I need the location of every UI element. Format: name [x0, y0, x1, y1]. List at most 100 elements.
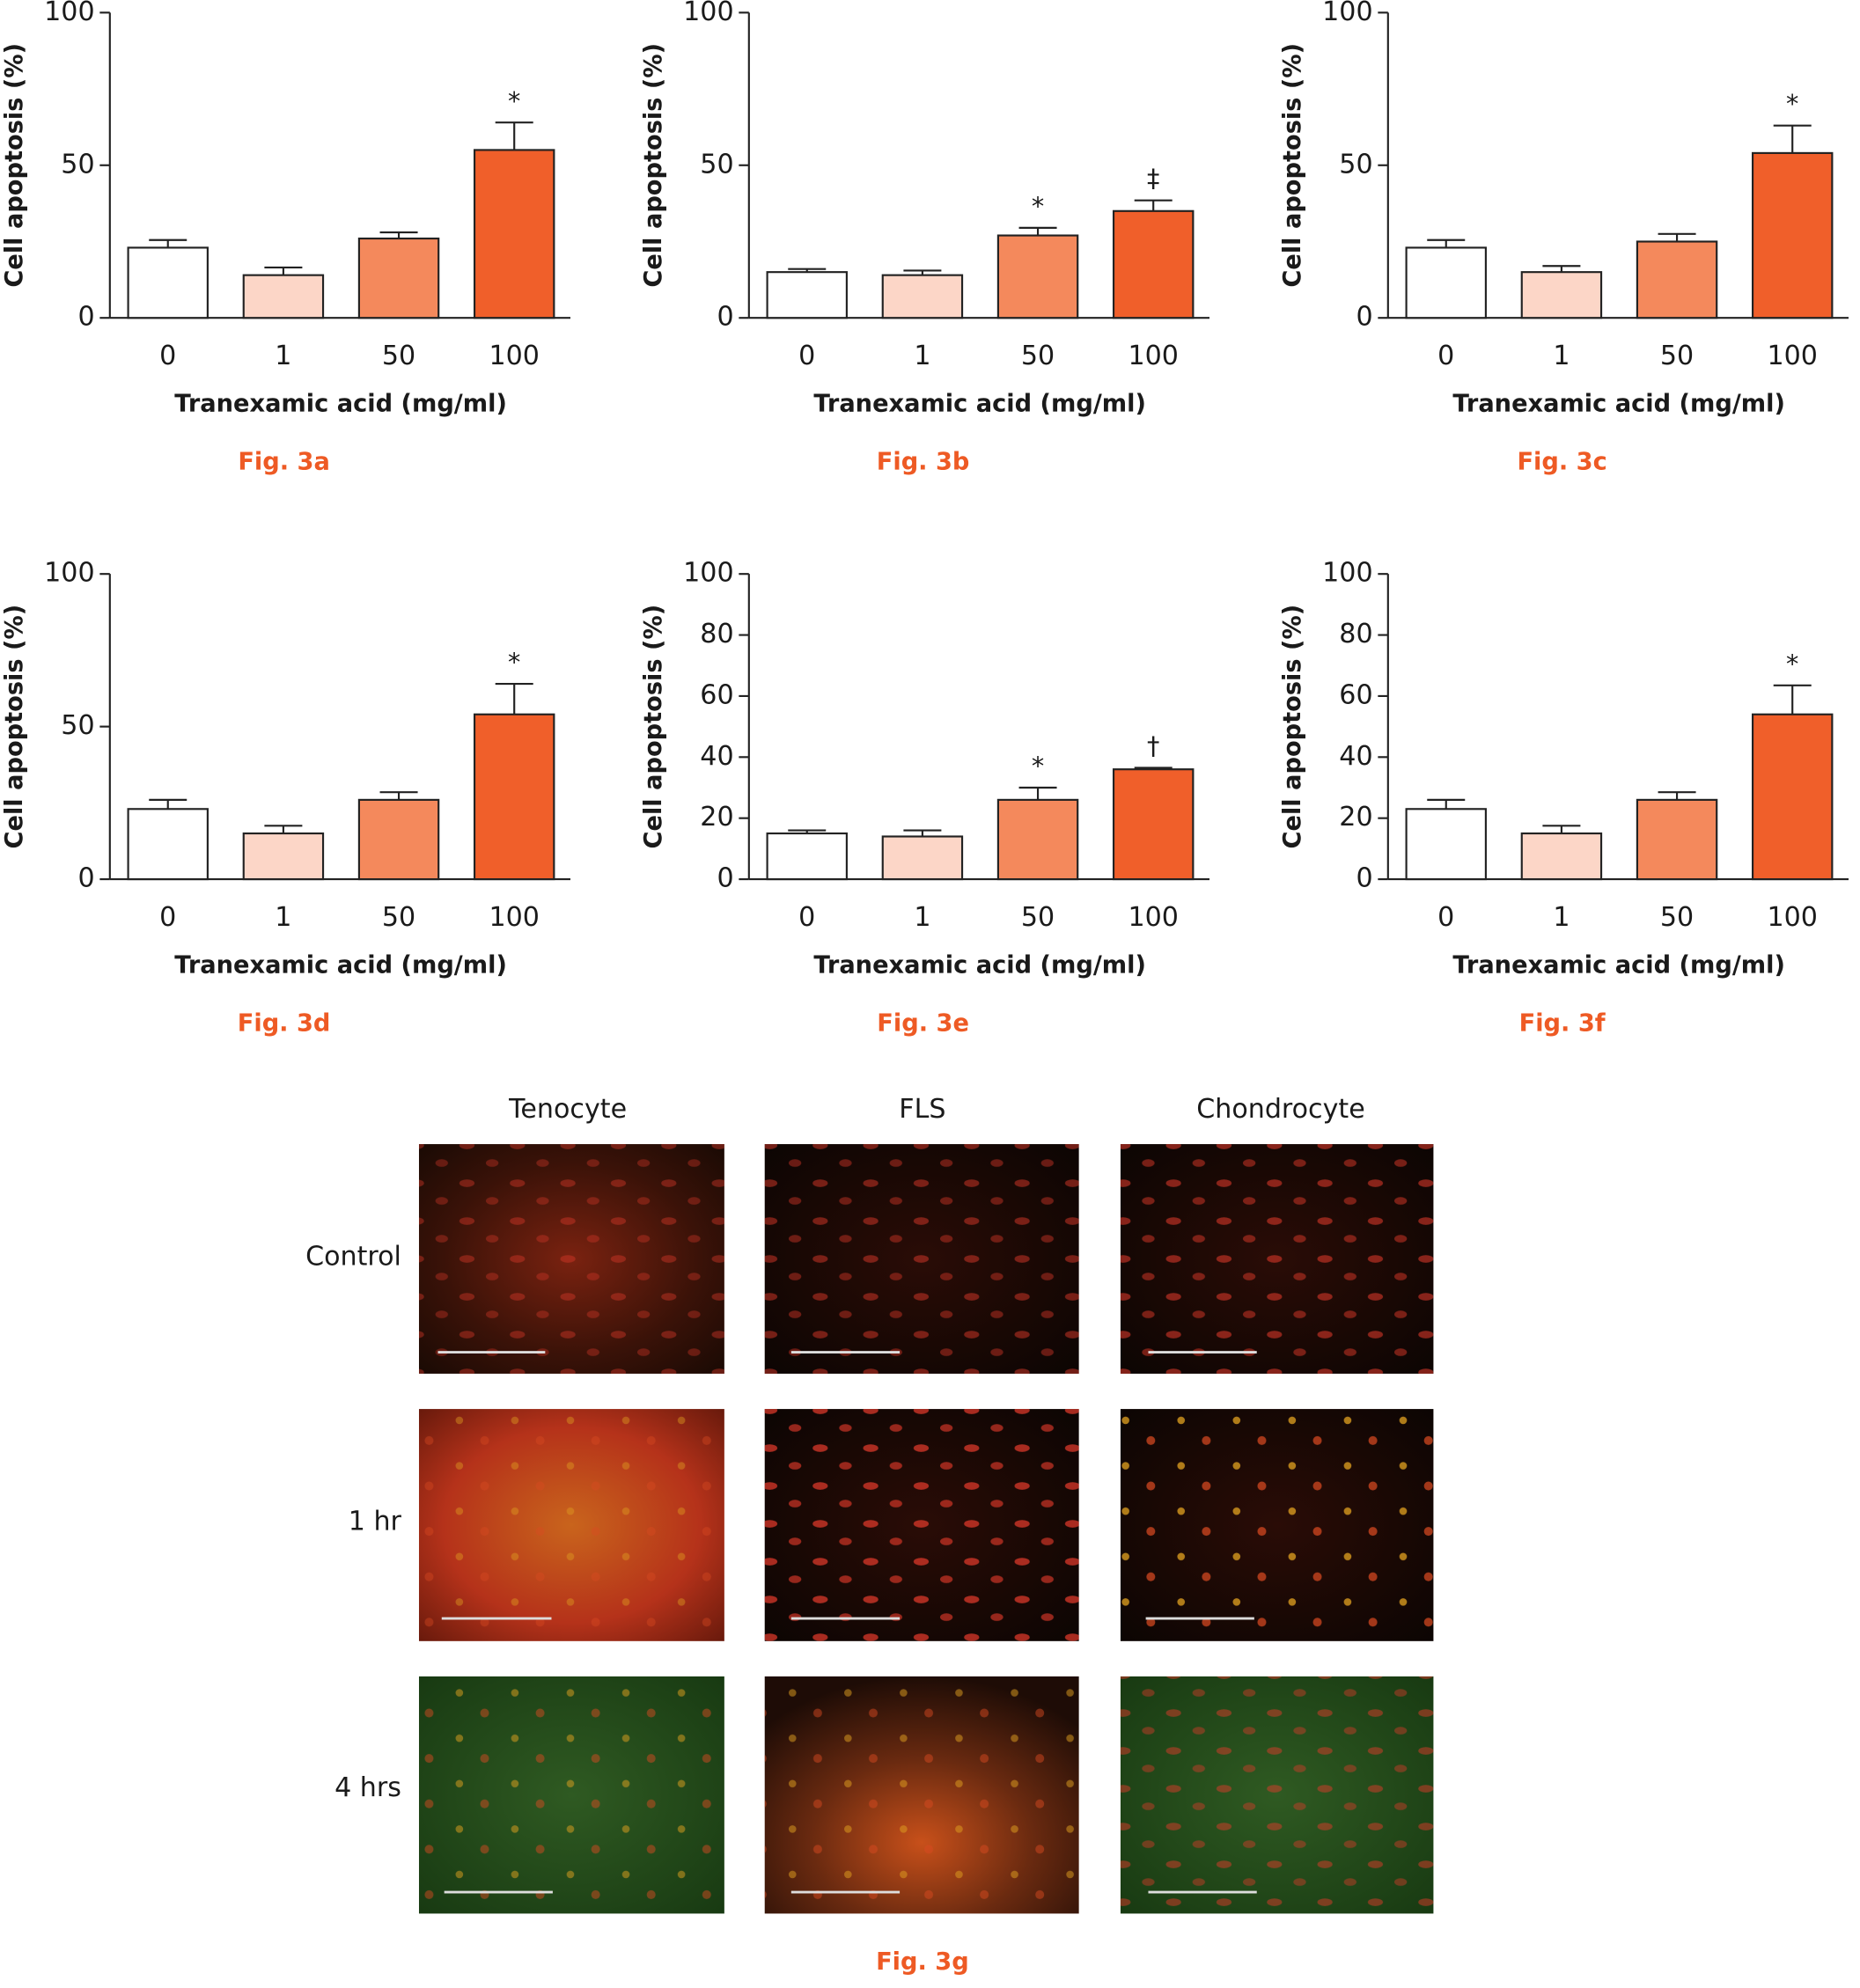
- bar: [1636, 240, 1718, 319]
- bar: [1520, 271, 1603, 319]
- x-tick-label: 100: [1767, 902, 1817, 933]
- x-tick-label: 1: [914, 341, 930, 371]
- x-tick-label: 0: [159, 341, 176, 371]
- bar: [1405, 808, 1487, 881]
- caption: Fig. 3e: [877, 1009, 969, 1037]
- bar: [242, 274, 325, 319]
- x-axis-title: Tranexamic acid (mg/ml): [1452, 951, 1785, 979]
- x-tick-label: 50: [1660, 341, 1694, 371]
- x-tick-label: 1: [275, 902, 291, 933]
- y-tick-label: 100: [1322, 558, 1372, 589]
- annotation: ‡: [1147, 164, 1159, 194]
- bar: [473, 713, 555, 881]
- micrograph-cells: [1120, 1409, 1434, 1641]
- x-tick-label: 50: [382, 902, 415, 933]
- x-tick-label: 100: [489, 902, 539, 933]
- y-axis-title: Cell apoptosis (%): [1279, 605, 1306, 849]
- y-axis-title: Cell apoptosis (%): [1, 43, 28, 288]
- y-tick-label: 0: [1356, 863, 1372, 894]
- caption: Fig. 3g: [876, 1948, 969, 1976]
- x-tick-label: 0: [159, 902, 176, 933]
- y-tick-label: 20: [700, 802, 733, 833]
- x-tick-label: 50: [382, 341, 415, 371]
- y-tick-label: 60: [1339, 679, 1372, 710]
- micrograph-cells: [418, 1144, 724, 1374]
- y-tick-label: 100: [683, 0, 733, 27]
- scale-bars: [437, 1351, 1257, 1894]
- annotation: *: [1032, 191, 1044, 221]
- bar: [1405, 246, 1487, 319]
- y-tick-label: 100: [44, 0, 94, 27]
- y-tick-label: 50: [61, 149, 94, 180]
- caption: Fig. 3b: [877, 449, 970, 476]
- y-tick-label: 40: [700, 741, 733, 772]
- bar: [127, 246, 209, 319]
- y-tick-label: 100: [683, 558, 733, 589]
- x-axis-title: Tranexamic acid (mg/ml): [174, 951, 507, 979]
- micrograph-cells: [764, 1676, 1079, 1914]
- x-tick-label: 100: [489, 341, 539, 371]
- x-tick-label: 50: [1660, 902, 1694, 933]
- y-tick-label: 0: [717, 863, 733, 894]
- y-tick-label: 50: [1339, 149, 1372, 180]
- column-label: Tenocyte: [508, 1094, 627, 1125]
- caption: Fig. 3f: [1519, 1009, 1606, 1037]
- row-label: Control: [305, 1242, 401, 1273]
- annotation: *: [1786, 649, 1798, 679]
- bar: [881, 274, 964, 319]
- y-axis-title: Cell apoptosis (%): [640, 43, 667, 288]
- bar: [1520, 832, 1603, 881]
- bar: [1751, 151, 1834, 319]
- micrograph-cells: [764, 1409, 1079, 1641]
- bar: [1112, 209, 1195, 319]
- micrograph-cells: [764, 1144, 1079, 1374]
- micrographs: [418, 1144, 1434, 1914]
- bar: [127, 808, 209, 881]
- bar: [1751, 713, 1834, 881]
- y-tick-label: 100: [44, 558, 94, 589]
- annotation: *: [508, 647, 520, 677]
- bar: [996, 234, 1079, 319]
- y-tick-label: 80: [1339, 619, 1372, 649]
- x-axis-title: Tranexamic acid (mg/ml): [813, 951, 1146, 979]
- row-label: 1 hr: [349, 1507, 402, 1537]
- row-label: 4 hrs: [335, 1772, 401, 1803]
- x-tick-label: 0: [798, 341, 815, 371]
- bar: [357, 798, 440, 881]
- y-tick-label: 60: [700, 679, 733, 710]
- y-tick-label: 0: [717, 302, 733, 333]
- x-axis-title: Tranexamic acid (mg/ml): [1452, 391, 1785, 418]
- y-axis-title: Cell apoptosis (%): [1, 605, 28, 849]
- y-tick-label: 0: [1356, 302, 1372, 333]
- y-tick-label: 0: [77, 863, 94, 894]
- bar: [473, 149, 555, 319]
- bar: [242, 832, 325, 881]
- micrograph-cells: [1120, 1676, 1434, 1914]
- x-tick-label: 50: [1021, 341, 1055, 371]
- y-tick-label: 40: [1339, 741, 1372, 772]
- bar: [357, 237, 440, 319]
- column-label: Chondrocyte: [1196, 1094, 1364, 1125]
- x-tick-label: 0: [798, 902, 815, 933]
- x-axis-title: Tranexamic acid (mg/ml): [813, 391, 1146, 418]
- x-tick-label: 100: [1767, 341, 1817, 371]
- annotation: *: [1786, 89, 1798, 119]
- column-label: FLS: [899, 1094, 945, 1125]
- x-tick-label: 1: [1553, 902, 1570, 933]
- y-tick-label: 0: [77, 302, 94, 333]
- bar: [1636, 798, 1718, 881]
- micrograph-cells: [1120, 1144, 1434, 1374]
- x-tick-label: 0: [1437, 902, 1454, 933]
- bar: [1112, 768, 1195, 881]
- x-tick-label: 1: [275, 341, 291, 371]
- y-tick-label: 100: [1322, 0, 1372, 27]
- micrograph-cells: [418, 1409, 724, 1641]
- x-tick-label: 100: [1128, 341, 1178, 371]
- y-tick-label: 80: [700, 619, 733, 649]
- x-axis-title: Tranexamic acid (mg/ml): [174, 391, 507, 418]
- bar: [766, 271, 848, 319]
- x-tick-label: 1: [1553, 341, 1570, 371]
- y-tick-label: 20: [1339, 802, 1372, 833]
